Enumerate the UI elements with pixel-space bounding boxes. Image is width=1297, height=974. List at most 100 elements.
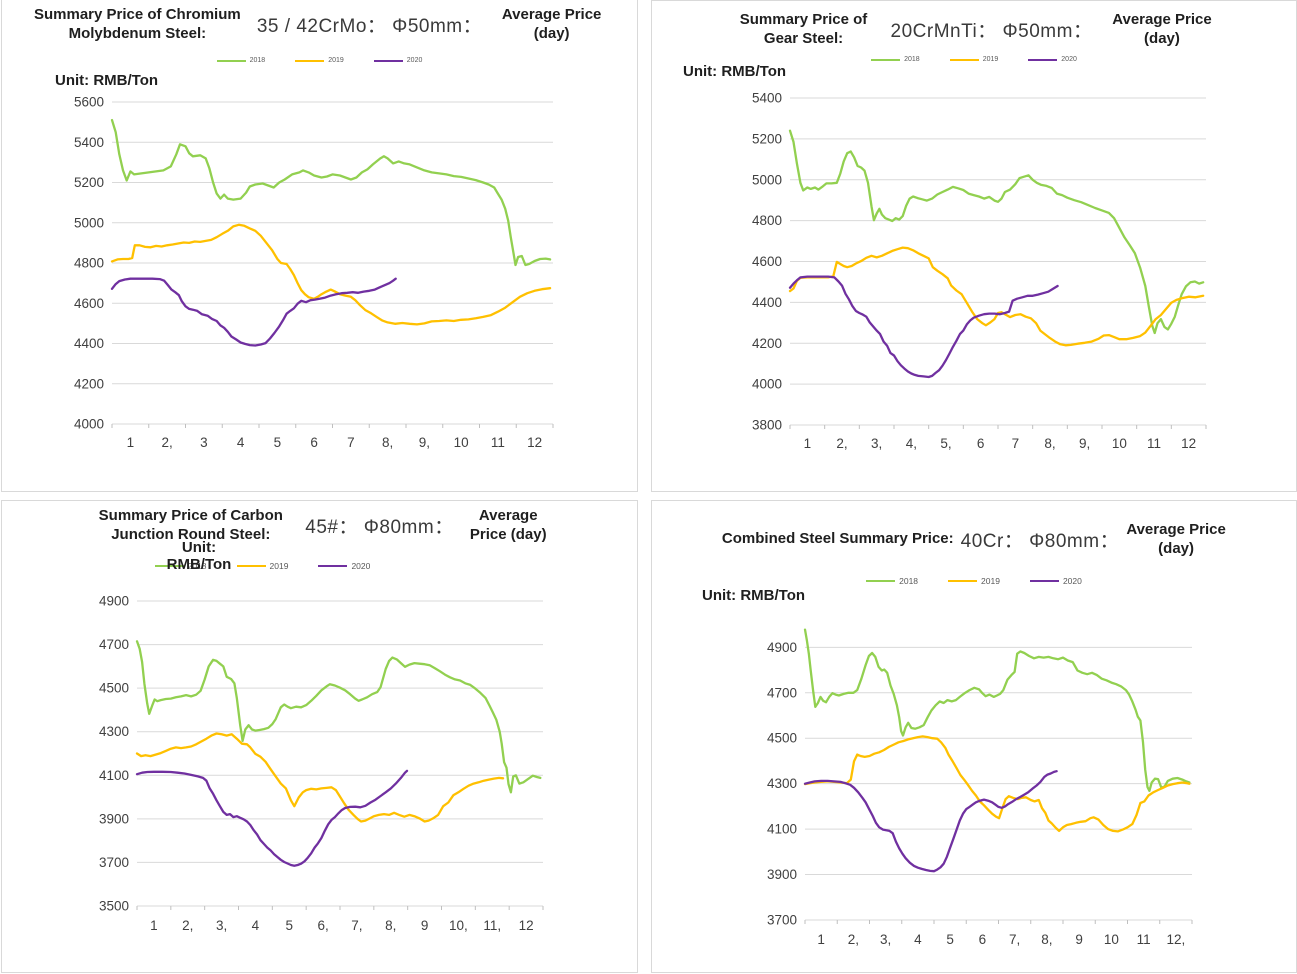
svg-text:7: 7 [347,435,355,450]
svg-text:3700: 3700 [767,913,797,928]
svg-text:4600: 4600 [752,254,782,269]
series-line-2020 [788,275,1059,379]
legend-swatch-2020 [1028,58,1058,61]
chart-title-name: Summary Price of Gear Steel: [739,11,868,47]
svg-text:3800: 3800 [752,418,782,433]
chart-title-metric: Average Price (day) [1112,11,1212,47]
svg-text:10,: 10, [449,918,468,933]
svg-text:10: 10 [1104,932,1119,947]
unit-label: Unit: RMB/Ton [683,63,787,80]
chart-title-metric: Average Price (day) [501,6,602,42]
legend-item-2018: 2018 [154,561,207,571]
svg-text:3900: 3900 [99,811,129,826]
series-line-2018 [135,640,542,794]
svg-text:5: 5 [285,918,293,933]
legend-swatch-2018 [216,59,246,62]
legend-swatch-2020 [318,565,348,567]
legend-label: 2019 [328,57,344,64]
legend-label: 2018 [249,57,266,64]
svg-text:4500: 4500 [99,681,129,696]
svg-text:4: 4 [914,932,922,947]
series-line-2018 [788,129,1205,335]
legend-item-2018: 2018 [871,56,920,63]
svg-text:1: 1 [150,918,158,933]
svg-text:4100: 4100 [99,768,129,783]
svg-text:4400: 4400 [752,295,782,310]
svg-text:1: 1 [817,932,825,947]
svg-text:4300: 4300 [767,776,797,791]
legend: 2018 2019 2020 [652,56,1296,63]
unit-label: Unit: RMB/Ton [702,587,806,604]
svg-text:4800: 4800 [74,256,104,271]
chart-title-spec: 35 / 42CrMo： Φ50mm： [256,16,483,38]
svg-text:6,: 6, [317,918,328,933]
legend-item-2019: 2019 [236,561,288,571]
legend-label: 2019 [982,56,999,63]
svg-text:5: 5 [274,435,282,450]
svg-text:4500: 4500 [767,731,797,746]
svg-text:12,: 12, [1166,932,1185,947]
svg-text:8,: 8, [1041,932,1052,947]
svg-text:10: 10 [1112,436,1127,451]
svg-text:9: 9 [1075,932,1083,947]
x-axis: 1 2, 3, 4, 5, 6 7 8, 9, 10 11 12 [789,425,1207,451]
plot-area: 4000 4200 4400 4600 4800 5000 5200 5400 5600 1 2, 3… [74,95,554,450]
legend-swatch-2018 [154,565,184,567]
svg-text:4100: 4100 [767,822,797,837]
svg-text:8,: 8, [382,435,393,450]
svg-text:6: 6 [979,932,987,947]
chart-title-name: Summary Price of Carbon Junction Round S… [98,507,283,543]
svg-text:3500: 3500 [99,899,129,914]
svg-text:6: 6 [977,436,985,451]
legend-label: 2018 [187,561,207,571]
svg-text:4600: 4600 [74,296,104,311]
svg-text:12: 12 [527,435,542,450]
chart-title-spec: 40Cr： Φ80mm： [960,531,1120,553]
svg-text:11: 11 [491,435,505,450]
legend-swatch-2019 [948,580,978,582]
series-line-2019 [110,223,552,326]
legend: 2018 2019 2020 [0,561,580,571]
plot-area: 3500 3700 3900 4100 4300 4500 4700 4900 1 2, 3, 4 5 6… [99,594,544,933]
svg-text:5400: 5400 [74,135,104,150]
svg-text:11: 11 [1137,932,1151,947]
svg-text:8,: 8, [385,918,396,933]
svg-text:7,: 7, [351,918,362,933]
y-axis-labels: 4000 4200 4400 4600 4800 5000 5200 5400 5600 [74,95,104,432]
svg-text:8,: 8, [1044,436,1055,451]
chart-title-name: Summary Price of Chromium Molybdenum Ste… [34,6,241,42]
series-line-2018 [110,118,552,267]
svg-text:7,: 7, [1009,932,1020,947]
legend-label: 2020 [1062,576,1082,586]
svg-text:2,: 2, [161,435,172,450]
svg-text:4700: 4700 [767,685,797,700]
svg-text:1: 1 [804,436,812,451]
y-axis-labels: 3500 3700 3900 4100 4300 4500 4700 4900 [99,594,129,914]
legend-label: 2020 [406,57,423,64]
gridlines [137,600,543,907]
svg-text:10: 10 [454,435,469,450]
svg-text:5400: 5400 [752,91,782,106]
svg-text:5: 5 [946,932,954,947]
legend: 2018 2019 2020 [2,57,637,64]
legend-swatch-2020 [1029,580,1059,582]
svg-text:4700: 4700 [99,637,129,652]
chart-title-spec: 45#： Φ80mm： [305,517,454,539]
svg-text:4: 4 [252,918,260,933]
chart-title: Summary Price of Chromium Molybdenum Ste… [2,6,637,44]
svg-text:5200: 5200 [752,131,782,146]
legend-swatch-2019 [236,565,266,567]
svg-text:9: 9 [421,918,429,933]
legend-label: 2019 [981,576,1000,586]
chart-panel-combined-steel: Combined Steel Summary Price: 40Cr： Φ80m… [651,500,1297,973]
svg-text:4200: 4200 [74,376,104,391]
svg-text:3700: 3700 [99,855,129,870]
chart-panel-chromium-molybdenum-steel: Summary Price of Chromium Molybdenum Ste… [1,0,638,492]
svg-text:4900: 4900 [99,594,129,609]
svg-text:5000: 5000 [74,215,104,230]
svg-text:1: 1 [127,435,135,450]
legend-item-2019: 2019 [949,56,999,63]
svg-text:4000: 4000 [752,377,782,392]
svg-text:2,: 2, [836,436,847,451]
